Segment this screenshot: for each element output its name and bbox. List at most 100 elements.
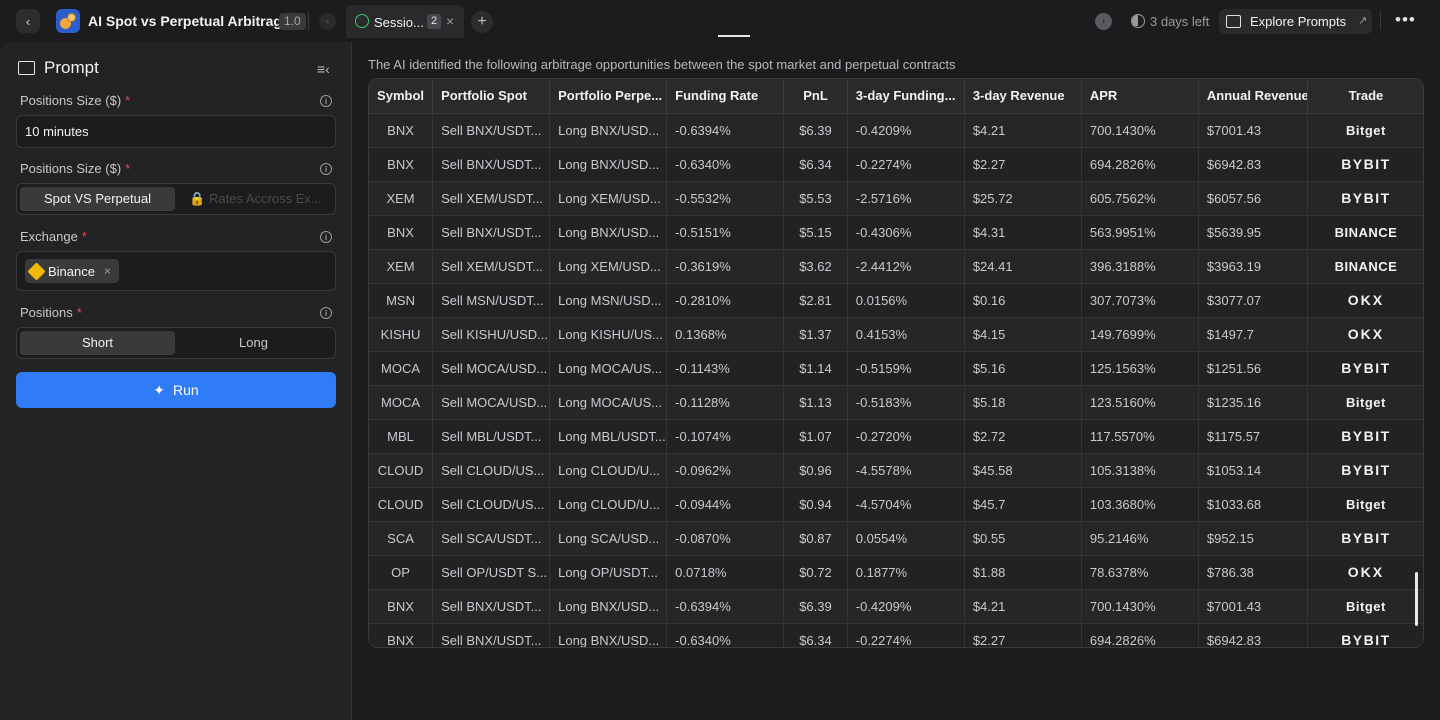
- table-cell: $952.15: [1198, 521, 1308, 556]
- collapse-panel-icon[interactable]: ≡‹: [317, 61, 330, 77]
- table-cell: Long BNX/USD...: [549, 623, 668, 647]
- table-cell: BNX: [369, 589, 434, 624]
- table-cell: 694.2826%: [1081, 623, 1199, 647]
- table-cell: $7001.43: [1198, 589, 1308, 624]
- days-left-text: 3 days left: [1150, 14, 1210, 29]
- table-cell: $786.38: [1198, 555, 1308, 590]
- positions-size-input[interactable]: 10 minutes: [16, 115, 336, 148]
- label-text: Positions Size ($): [20, 93, 122, 108]
- table-cell: Long BNX/USD...: [549, 113, 668, 148]
- table-cell: Sell MOCA/USD...: [432, 385, 551, 420]
- scrollbar[interactable]: [1415, 572, 1418, 626]
- info-icon[interactable]: i: [320, 163, 332, 175]
- table-cell: 0.0156%: [847, 283, 965, 318]
- trade-button[interactable]: BYBIT: [1307, 453, 1423, 488]
- close-icon[interactable]: ×: [446, 13, 455, 29]
- table-row: BNX Sell BNX/USDT... Long BNX/USD... -0.634…: [369, 147, 1423, 182]
- more-menu-icon[interactable]: •••: [1395, 10, 1416, 29]
- table-cell: $1033.68: [1198, 487, 1308, 522]
- table-cell: Long BNX/USD...: [549, 589, 668, 624]
- required-asterisk: *: [76, 305, 82, 320]
- trade-button[interactable]: BINANCE: [1307, 215, 1423, 250]
- table-cell: $6.39: [783, 113, 848, 148]
- explore-prompts-button[interactable]: Explore Prompts ↗: [1219, 9, 1372, 34]
- table-cell: $4.21: [964, 589, 1082, 624]
- trade-button[interactable]: Bitget: [1307, 487, 1423, 522]
- bitget-logo-icon: Bitget: [1346, 122, 1386, 138]
- table-cell: Long SCA/USD...: [549, 521, 668, 556]
- trade-button[interactable]: Bitget: [1307, 385, 1423, 420]
- positions-size-label: Positions Size ($) *: [20, 161, 130, 176]
- table-cell: 78.6378%: [1081, 555, 1199, 590]
- trade-button[interactable]: Bitget: [1307, 589, 1423, 624]
- bitget-logo-icon: Bitget: [1346, 598, 1386, 614]
- table-cell: $4.21: [964, 113, 1082, 148]
- table-cell: $1.14: [783, 351, 848, 386]
- back-button[interactable]: ‹: [16, 9, 40, 33]
- bybit-logo-icon: BYBIT: [1341, 190, 1391, 206]
- segment-spot-vs-perpetual[interactable]: Spot VS Perpetual: [20, 187, 175, 211]
- table-cell: -4.5578%: [847, 453, 965, 488]
- okx-logo-icon: OKX: [1347, 564, 1385, 580]
- trade-button[interactable]: OKX: [1307, 555, 1423, 590]
- run-button[interactable]: ✦ Run: [16, 372, 336, 408]
- table-cell: Sell BNX/USDT...: [432, 623, 551, 647]
- top-bar: ‹ AI Spot vs Perpetual Arbitrage 1.0 ‹ S…: [0, 0, 1440, 42]
- trade-button[interactable]: BYBIT: [1307, 147, 1423, 182]
- bybit-logo-icon: BYBIT: [1341, 632, 1391, 648]
- chevron-left-icon: ‹: [25, 13, 31, 29]
- table-cell: -2.5716%: [847, 181, 965, 216]
- version-badge: 1.0: [279, 13, 306, 30]
- chevron-right-icon[interactable]: ›: [1095, 13, 1112, 30]
- table-cell: $0.94: [783, 487, 848, 522]
- add-tab-button[interactable]: +: [471, 11, 493, 33]
- exchange-select[interactable]: Binance ×: [16, 251, 336, 291]
- table-cell: -0.5151%: [666, 215, 785, 250]
- trade-button[interactable]: OKX: [1307, 283, 1423, 318]
- table-cell: -0.4209%: [847, 113, 965, 148]
- bitget-logo-icon: Bitget: [1346, 394, 1386, 410]
- column-header: APR: [1081, 79, 1199, 114]
- table-cell: $45.58: [964, 453, 1082, 488]
- table-cell: Long XEM/USD...: [549, 249, 668, 284]
- trade-button[interactable]: BYBIT: [1307, 181, 1423, 216]
- check-circle-icon: [355, 14, 369, 28]
- trade-button[interactable]: BYBIT: [1307, 351, 1423, 386]
- trade-button[interactable]: BINANCE: [1307, 249, 1423, 284]
- table-cell: $1.88: [964, 555, 1082, 590]
- exchange-label: Exchange *: [20, 229, 87, 244]
- table-cell: $2.27: [964, 147, 1082, 182]
- table-cell: Sell CLOUD/US...: [432, 453, 551, 488]
- table-body: BNX Sell BNX/USDT... Long BNX/USD... -0.639…: [369, 113, 1423, 648]
- trade-button[interactable]: BYBIT: [1307, 419, 1423, 454]
- table-cell: $45.7: [964, 487, 1082, 522]
- binance-logo-icon: BINANCE: [1334, 224, 1398, 240]
- required-asterisk: *: [125, 93, 131, 108]
- table-cell: CLOUD: [369, 487, 434, 522]
- info-icon[interactable]: i: [320, 231, 332, 243]
- info-icon[interactable]: i: [320, 307, 332, 319]
- segment-short[interactable]: Short: [20, 331, 175, 355]
- trade-button[interactable]: Bitget: [1307, 113, 1423, 148]
- table-cell: 605.7562%: [1081, 181, 1199, 216]
- info-icon[interactable]: i: [320, 95, 332, 107]
- trade-button[interactable]: BYBIT: [1307, 521, 1423, 556]
- trade-button[interactable]: BYBIT: [1307, 623, 1423, 648]
- remove-chip-icon[interactable]: ×: [103, 264, 111, 278]
- trade-button[interactable]: OKX: [1307, 317, 1423, 352]
- segment-long[interactable]: Long: [239, 335, 268, 350]
- table-cell: $3963.19: [1198, 249, 1308, 284]
- table-row: MOCA Sell MOCA/USD... Long MOCA/US... -0.11…: [369, 385, 1423, 420]
- table-cell: 103.3680%: [1081, 487, 1199, 522]
- tab-session[interactable]: Sessio... 2 ×: [346, 5, 464, 38]
- table-cell: BNX: [369, 623, 434, 647]
- run-label: Run: [173, 382, 199, 398]
- table-cell: -4.5704%: [847, 487, 965, 522]
- table-cell: $5.15: [783, 215, 848, 250]
- table-cell: -0.0944%: [666, 487, 785, 522]
- table-cell: 563.9951%: [1081, 215, 1199, 250]
- table-cell: Long MBL/USDT...: [549, 419, 668, 454]
- table-cell: Long OP/USDT...: [549, 555, 668, 590]
- tab-prev-icon[interactable]: ‹: [319, 13, 336, 30]
- required-asterisk: *: [81, 229, 87, 244]
